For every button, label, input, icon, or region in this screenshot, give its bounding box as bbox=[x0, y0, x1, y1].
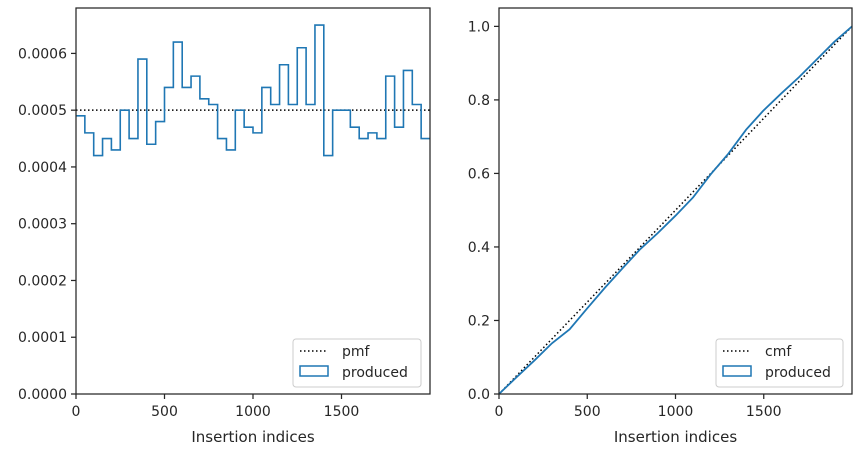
cmf-legend-produced-swatch bbox=[722, 365, 752, 377]
pmf-x-tick-label: 500 bbox=[151, 404, 178, 420]
pmf-x-tick-label: 1000 bbox=[235, 404, 271, 420]
pmf-y-tick-label: 0.0005 bbox=[18, 103, 67, 119]
cmf-series-cmf-line bbox=[498, 25, 853, 395]
cmf-x-axis-label: Insertion indices bbox=[614, 428, 737, 446]
pmf-legend: pmf produced bbox=[292, 338, 422, 388]
cmf-legend: cmf produced bbox=[715, 338, 844, 388]
pmf-x-tick-label: 1500 bbox=[324, 404, 360, 420]
pmf-y-tick-label: 0.0006 bbox=[18, 46, 67, 62]
pmf-y-tick-label: 0.0002 bbox=[18, 273, 67, 289]
pmf-y-ticks: 0.0000 0.0001 0.0002 0.0003 0.0004 0.0005 0.00… bbox=[18, 46, 76, 403]
cmf-legend-produced-label: produced bbox=[765, 365, 831, 381]
cmf-x-ticks: 0 500 1000 1500 bbox=[495, 394, 782, 420]
pmf-legend-pmf-label: pmf bbox=[342, 344, 371, 360]
cmf-panel: 0 500 1000 1500 0.0 0.2 0.4 0.6 0.8 1.0 Insertio… bbox=[468, 7, 853, 446]
pmf-y-tick-label: 0.0004 bbox=[18, 160, 67, 176]
cmf-y-tick-label: 1.0 bbox=[468, 19, 490, 35]
pmf-y-tick-label: 0.0000 bbox=[18, 387, 67, 403]
pmf-plot-marks bbox=[76, 24, 430, 157]
pmf-y-tick-label: 0.0001 bbox=[18, 330, 67, 346]
cmf-y-tick-label: 0.4 bbox=[468, 240, 490, 256]
cmf-series-produced-line bbox=[498, 25, 853, 395]
cmf-y-tick-label: 0.2 bbox=[468, 313, 490, 329]
pmf-x-ticks: 0 500 1000 1500 bbox=[72, 394, 360, 420]
pmf-legend-produced-swatch bbox=[299, 365, 329, 377]
cmf-y-tick-label: 0.0 bbox=[468, 387, 490, 403]
cmf-x-tick-label: 1500 bbox=[746, 404, 782, 420]
cmf-x-tick-label: 1000 bbox=[658, 404, 694, 420]
pmf-series-produced-step-line bbox=[76, 24, 430, 157]
pmf-panel: 0 500 1000 1500 0.00000.00010.00020.00030.0… bbox=[18, 7, 431, 446]
pmf-legend-produced-label: produced bbox=[342, 365, 408, 381]
pmf-x-axis-label: Insertion indices bbox=[191, 428, 314, 446]
cmf-y-tick-label: 0.6 bbox=[468, 166, 490, 182]
cmf-y-tick-label: 0.8 bbox=[468, 93, 490, 109]
cmf-x-tick-label: 0 bbox=[495, 404, 504, 420]
cmf-plot-marks bbox=[498, 25, 853, 395]
pmf-y-tick-label: 0.0003 bbox=[18, 217, 67, 233]
cmf-legend-cmf-label: cmf bbox=[765, 344, 792, 360]
pmf-x-tick-label: 0 bbox=[72, 404, 81, 420]
cmf-y-ticks: 0.0 0.2 0.4 0.6 0.8 1.0 bbox=[468, 19, 499, 403]
cmf-x-tick-label: 500 bbox=[574, 404, 601, 420]
